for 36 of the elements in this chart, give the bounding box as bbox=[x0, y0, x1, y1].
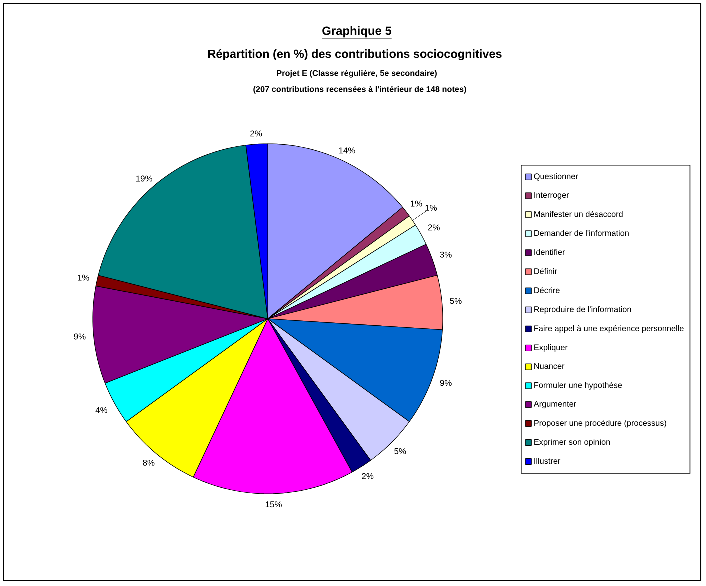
legend-label: Argumenter bbox=[534, 401, 576, 409]
data-label: 15% bbox=[266, 502, 282, 508]
data-label: 1% bbox=[78, 274, 90, 281]
data-label: 1% bbox=[411, 200, 422, 207]
text: Projet E (Classe régulière, 5e secondaire) bbox=[277, 70, 437, 78]
legend-label: Manifester un désaccord bbox=[534, 211, 623, 218]
chart-title: Graphique 5 bbox=[322, 26, 392, 38]
data-label: 1% bbox=[426, 205, 438, 211]
data-label: 3% bbox=[440, 252, 452, 258]
legend-label: Interroger bbox=[534, 192, 570, 200]
data-label: 19% bbox=[136, 176, 152, 182]
data-label: 2% bbox=[428, 224, 440, 231]
data-label: 9% bbox=[74, 334, 86, 340]
data-label: 2% bbox=[250, 130, 262, 137]
legend-label: Formuler une hypothèse bbox=[534, 382, 622, 390]
data-label: 14% bbox=[339, 148, 356, 154]
legend-label: Faire appel à une expérience personnelle bbox=[534, 325, 684, 334]
data-label: 4% bbox=[96, 407, 108, 414]
legend-label: Nuancer bbox=[534, 363, 565, 370]
legend-label: Identifier bbox=[534, 249, 566, 256]
text: (207 contributions recensées à l'intérieur de 148 notes) bbox=[254, 86, 466, 94]
data-label: 2% bbox=[362, 473, 374, 480]
legend-label: Exprimer son opinion bbox=[534, 439, 610, 447]
data-label: 9% bbox=[440, 380, 452, 386]
legend-label: Définir bbox=[534, 268, 558, 274]
legend-label: Proposer une procédure (processus) bbox=[534, 420, 666, 428]
data-label: 8% bbox=[143, 460, 155, 466]
chart-subtitle: Répartition (en %) des contributions sociocognitives bbox=[208, 49, 502, 61]
legend-label: Questionner bbox=[534, 173, 578, 181]
legend-label: Décrire bbox=[534, 287, 560, 294]
data-label: 5% bbox=[450, 298, 462, 304]
legend-label: Expliquer bbox=[534, 344, 568, 352]
data-label: 5% bbox=[394, 448, 406, 454]
legend-label: Reproduire de l'information bbox=[534, 306, 632, 314]
legend-label: Demander de l'information bbox=[534, 230, 629, 236]
legend-label: Illustrer bbox=[534, 458, 561, 464]
